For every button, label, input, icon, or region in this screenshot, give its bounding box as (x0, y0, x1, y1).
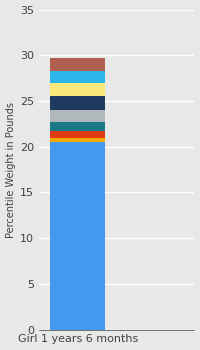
Bar (50, 138, 105, 142)
Bar (50, 57, 105, 71)
Bar (50, 131, 105, 138)
Bar (50, 71, 105, 83)
Bar (50, 83, 105, 96)
Y-axis label: Percentile Weight in Pounds: Percentile Weight in Pounds (6, 102, 16, 238)
Bar (50, 96, 105, 110)
Bar (50, 142, 105, 330)
Bar (50, 121, 105, 131)
Bar (50, 110, 105, 121)
